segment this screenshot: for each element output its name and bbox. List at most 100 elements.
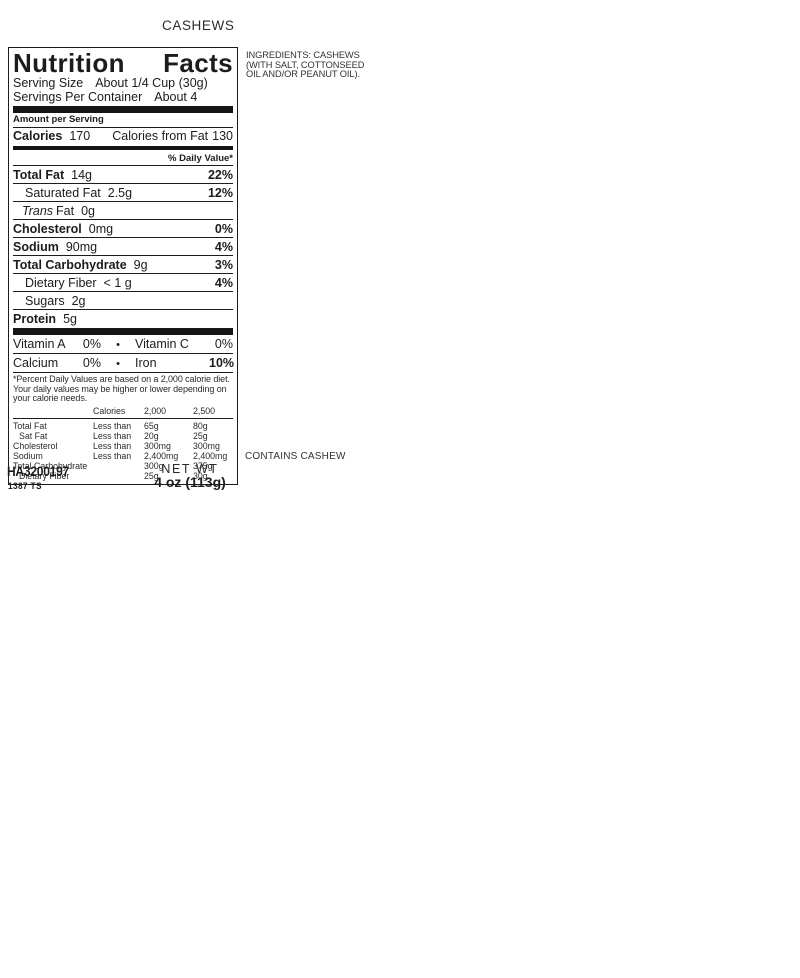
fn-v2000: 300g (144, 460, 164, 471)
nutrient-amount: 9g (133, 257, 148, 272)
fn-v2000: 25g (144, 470, 159, 481)
vitamin-left-value: 0% (82, 355, 101, 370)
nutrition-facts-title: Nutrition Facts (13, 48, 233, 78)
nutrient-row-trans-fat: Trans Fat 0g (13, 201, 233, 219)
fn-v2500: 25g (193, 430, 208, 441)
fn-v2500: 2,400mg (193, 450, 228, 461)
nutrient-row-cholesterol: Cholesterol 0mg 0% (13, 219, 233, 237)
nutrient-name: Dietary Fiber (25, 275, 97, 290)
nutrient-daily-value: 4% (214, 275, 233, 290)
vitamin-left-value: 0% (82, 336, 101, 351)
net-weight-value: 4 oz (113g) (154, 474, 226, 490)
fn-v2500: 30g (193, 470, 208, 481)
calories-value: 170 (69, 129, 91, 143)
calories-from-fat-label: Calories from Fat (112, 129, 209, 143)
footnote-table-header: Calories 2,000 2,500 (13, 405, 233, 419)
thick-divider-calories (13, 146, 233, 150)
footnote-table-row-sat-fat: Sat Fat Less than 20g 25g (13, 431, 233, 441)
nutrient-daily-value: 22% (207, 167, 233, 182)
nutrient-name: Total Carbohydrate (13, 257, 127, 272)
fn-head-calories: Calories (93, 405, 126, 416)
servings-per-container-value: About 4 (154, 89, 198, 104)
footnote-table-row-sodium: Sodium Less than 2,400mg 2,400mg (13, 451, 233, 461)
nutrient-row-dietary-fiber: Dietary Fiber < 1 g 4% (13, 273, 233, 291)
calories-from-fat-value: 130 (212, 129, 233, 143)
vitamin-right-name: Iron (135, 355, 157, 370)
fn-name: Total Fat (13, 420, 47, 431)
nutrient-name: Total Fat (13, 167, 65, 182)
fn-head-2500: 2,500 (193, 405, 216, 416)
nutrient-daily-value: 12% (207, 185, 233, 200)
fn-qualifier: Less than (93, 440, 132, 451)
bullet-separator: • (116, 357, 120, 370)
fn-v2000: 300mg (144, 440, 171, 451)
nutrient-name: Cholesterol (13, 221, 82, 236)
fn-name: Dietary Fiber (19, 470, 70, 481)
nutrient-row-total-fat: Total Fat 14g 22% (13, 165, 233, 183)
nutrient-amount: 0mg (88, 221, 114, 236)
fn-v2500: 375g (193, 460, 213, 471)
vitamin-left-name: Calcium (13, 355, 59, 370)
thick-divider-vitamins (13, 328, 233, 335)
calories-left: Calories 170 (13, 129, 90, 144)
nutrient-row-sugars: Sugars 2g (13, 291, 233, 309)
footnote-table-row-cholesterol: Cholesterol Less than 300mg 300mg (13, 441, 233, 451)
fn-name: Cholesterol (13, 440, 58, 451)
nutrient-name: Sodium (13, 239, 59, 254)
fn-v2500: 300mg (193, 440, 220, 451)
footnote-text: *Percent Daily Values are based on a 2,0… (13, 372, 233, 405)
net-weight-label: NET WT (161, 462, 219, 476)
nutrient-amount: 2g (71, 293, 86, 308)
nutrient-name-rest: Fat (56, 203, 75, 218)
trans-italic: Trans (22, 203, 54, 218)
vitamin-row-calcium-iron: Calcium 0% • Iron 10% (13, 353, 235, 372)
bullet-separator: • (116, 338, 120, 351)
footnote-table-row-dietary-fiber: Dietary Fiber 25g 30g (13, 471, 233, 481)
amount-per-serving-label: Amount per Serving (13, 113, 233, 128)
nutrient-name: Sugars (25, 293, 65, 308)
calories-from-fat: Calories from Fat 130 (112, 129, 233, 144)
nutrient-daily-value: 3% (214, 257, 233, 272)
nutrient-daily-value: 0% (214, 221, 233, 236)
vitamin-right-name: Vitamin C (135, 336, 189, 351)
ingredients-text: INGREDIENTS: CASHEWS (WITH SALT, COTTONS… (246, 50, 365, 80)
nutrition-facts-panel: Nutrition Facts Serving Size About 1/4 Cu… (8, 47, 238, 485)
vitamin-right-value: 10% (209, 355, 235, 370)
fn-name: Sodium (13, 450, 43, 461)
fn-head-spacer (13, 406, 93, 416)
calories-label: Calories (13, 129, 63, 143)
fn-head-2000: 2,000 (144, 405, 167, 416)
product-title: CASHEWS (162, 18, 235, 33)
vitamin-row-a-c: Vitamin A 0% • Vitamin C 0% (13, 335, 233, 353)
nutrient-name: Saturated Fat (25, 185, 101, 200)
fn-v2000: 65g (144, 420, 159, 431)
calories-row: Calories 170 Calories from Fat 130 (13, 128, 233, 145)
nutrient-amount: 90mg (65, 239, 98, 254)
thick-divider-top (13, 106, 233, 113)
vitamin-right-value: 0% (214, 336, 233, 351)
serving-size-value: About 1/4 Cup (30g) (95, 76, 208, 90)
nutrient-row-saturated-fat: Saturated Fat 2.5g 12% (13, 183, 233, 201)
nutrient-name: Protein (13, 311, 57, 326)
nutrient-amount: 14g (71, 167, 93, 182)
product-code-secondary: 1387 TS (8, 481, 42, 491)
fn-qualifier: Less than (93, 430, 132, 441)
fn-v2500: 80g (193, 420, 208, 431)
nutrient-row-total-carbohydrate: Total Carbohydrate 9g 3% (13, 255, 233, 273)
nutrient-row-sodium: Sodium 90mg 4% (13, 237, 233, 255)
allergen-statement: CONTAINS CASHEW (245, 451, 346, 462)
footnote-table-row-total-fat: Total Fat Less than 65g 80g (13, 419, 233, 431)
fn-v2000: 2,400mg (144, 450, 179, 461)
nutrient-daily-value: 4% (214, 239, 233, 254)
servings-per-container-row: Servings Per Container About 4 (13, 89, 233, 105)
nutrient-amount: 5g (63, 311, 77, 326)
nutrient-amount: 2.5g (107, 185, 133, 200)
vitamin-left-name: Vitamin A (13, 336, 66, 351)
fn-qualifier: Less than (93, 450, 132, 461)
serving-size-row: Serving Size About 1/4 Cup (30g) (13, 76, 233, 91)
fn-name: Total Carbohydrate (13, 460, 88, 471)
nutrient-amount: 0g (81, 203, 95, 218)
nutrient-row-protein: Protein 5g (13, 309, 233, 327)
fn-qualifier: Less than (93, 420, 132, 431)
